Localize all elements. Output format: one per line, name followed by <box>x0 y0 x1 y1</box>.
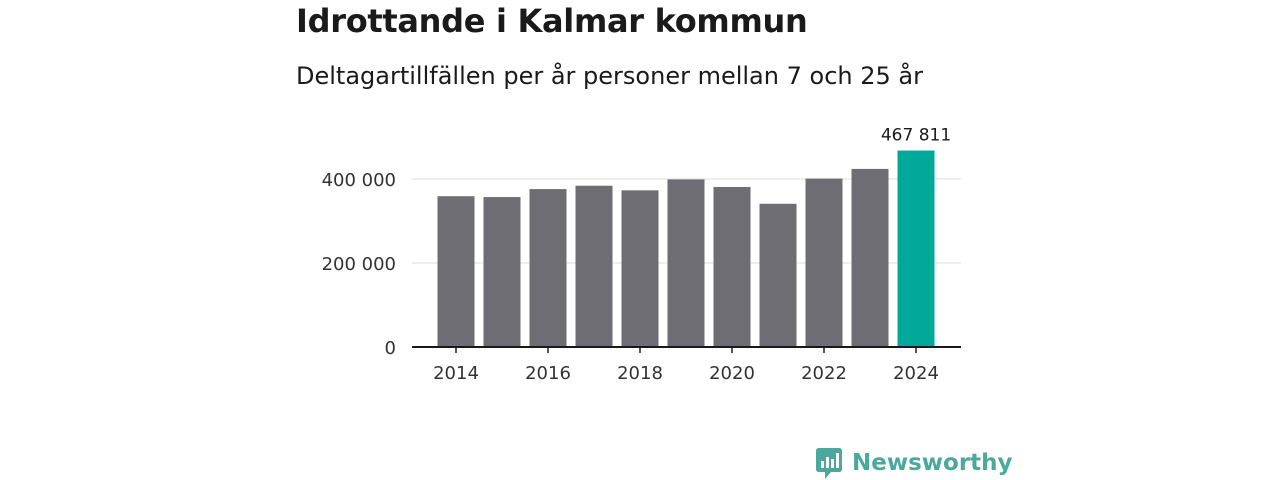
bar-2022 <box>805 178 843 347</box>
data-label-2024: 467 811 <box>881 126 951 146</box>
x-tick-label: 2020 <box>709 363 755 384</box>
newsworthy-logo-icon <box>816 448 842 479</box>
chart-title: Idrottande i Kalmar kommun <box>296 2 808 40</box>
x-tick-label: 2016 <box>525 363 571 384</box>
bar-2021 <box>759 203 797 347</box>
bar-2015 <box>483 197 521 347</box>
bar-chart: 0 200 000 400 000 467 811 2014 2016 2018 2020 20… <box>322 126 961 384</box>
y-tick-label: 0 <box>385 338 396 359</box>
bar-2023 <box>851 168 889 347</box>
labels: 0 200 000 400 000 467 811 2014 2016 2018 2020 20… <box>322 126 952 384</box>
y-tick-label: 400 000 <box>322 170 396 191</box>
bars <box>437 150 935 347</box>
bar-2014 <box>437 196 475 347</box>
axes <box>412 346 961 353</box>
bar-2016 <box>529 189 567 347</box>
brand-name: Newsworthy <box>852 450 1013 476</box>
x-tick-label: 2022 <box>801 363 847 384</box>
x-tick-label: 2024 <box>893 363 939 384</box>
bar-2018 <box>621 190 659 347</box>
x-tick-label: 2014 <box>433 363 479 384</box>
bar-2017 <box>575 185 613 347</box>
y-tick-label: 200 000 <box>322 254 396 275</box>
newsworthy-brand[interactable]: Newsworthy <box>815 446 1013 480</box>
x-tick-label: 2018 <box>617 363 663 384</box>
bar-2019 <box>667 179 705 347</box>
bar-2024 <box>897 150 935 347</box>
chart-subtitle: Deltagartillfällen per år personer mella… <box>296 62 923 90</box>
bar-2020 <box>713 186 751 347</box>
